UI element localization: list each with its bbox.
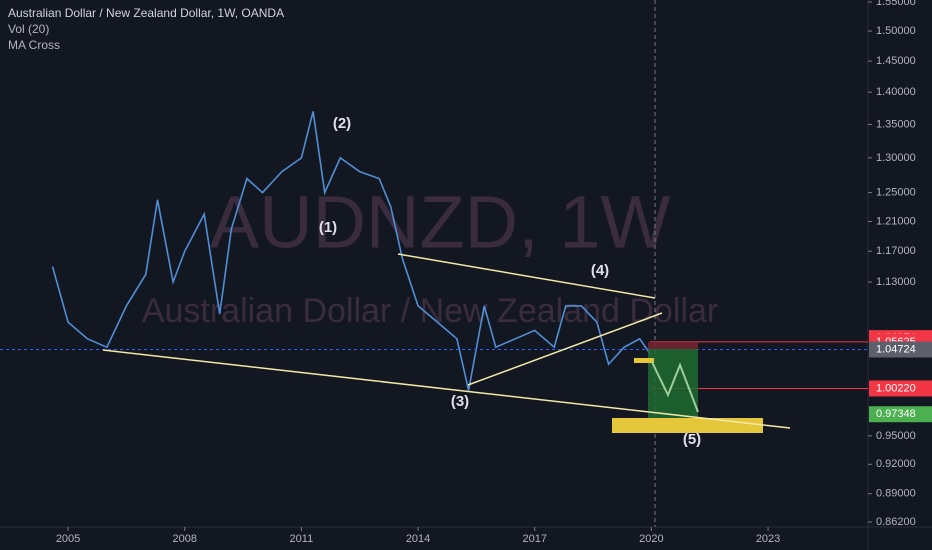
header: Australian Dollar / New Zealand Dollar, … (8, 6, 284, 52)
position-stop (648, 342, 698, 349)
y-tick-label: 1.45000 (876, 55, 916, 67)
y-tick-label: 0.95000 (876, 430, 916, 442)
y-tick-label: 0.86200 (876, 516, 916, 528)
x-tick-label: 2005 (56, 533, 80, 545)
wave-label: (4) (591, 262, 609, 279)
x-tick-label: 2017 (522, 533, 546, 545)
y-tick-label: 1.40000 (876, 86, 916, 98)
y-tick-label: 1.30000 (876, 152, 916, 164)
price-tag-label: 1.00220 (876, 382, 916, 394)
watermark-name: Australian Dollar / New Zealand Dollar (142, 292, 718, 330)
price-tag-label: 0.97348 (876, 408, 916, 420)
y-tick-label: 1.25000 (876, 187, 916, 199)
y-tick-label: 1.35000 (876, 118, 916, 130)
y-tick-label: 1.13000 (876, 276, 916, 288)
wave-label: (3) (451, 393, 469, 410)
x-tick-label: 2014 (406, 533, 430, 545)
trendline (102, 349, 791, 429)
wave-label: (2) (333, 115, 351, 132)
x-tick-label: 2020 (639, 533, 663, 545)
wave-label: (5) (683, 431, 701, 448)
wave-label: (1) (319, 219, 337, 236)
x-tick-label: 2011 (290, 533, 314, 545)
price-tag (869, 341, 932, 358)
y-tick-label: 1.17000 (876, 245, 916, 257)
x-tick-label: 2023 (756, 533, 780, 545)
x-tick-label: 2008 (172, 533, 196, 545)
price-tag (869, 380, 932, 397)
trendline (397, 253, 656, 299)
entry-zone (634, 358, 654, 363)
y-tick-label: 1.50000 (876, 25, 916, 37)
watermark: AUDNZD, 1W Australian Dollar / New Zeala… (142, 181, 718, 330)
indicator: Vol (20) (8, 22, 49, 36)
watermark-symbol: AUDNZD, 1W (210, 181, 671, 264)
trendline (467, 312, 663, 386)
y-tick-label: 1.21000 (876, 215, 916, 227)
projection-arrow (651, 361, 699, 413)
y-tick-label: 0.92000 (876, 458, 916, 470)
indicator: MA Cross (8, 38, 60, 52)
price-tag-label: 1.04724 (876, 343, 916, 355)
y-tick-label: 0.89000 (876, 488, 916, 500)
price-tag (869, 406, 932, 423)
y-tick-label: 1.55000 (876, 0, 916, 8)
price-line (51, 111, 653, 391)
chart-title: Australian Dollar / New Zealand Dollar, … (8, 6, 284, 20)
target-zone (612, 418, 763, 433)
